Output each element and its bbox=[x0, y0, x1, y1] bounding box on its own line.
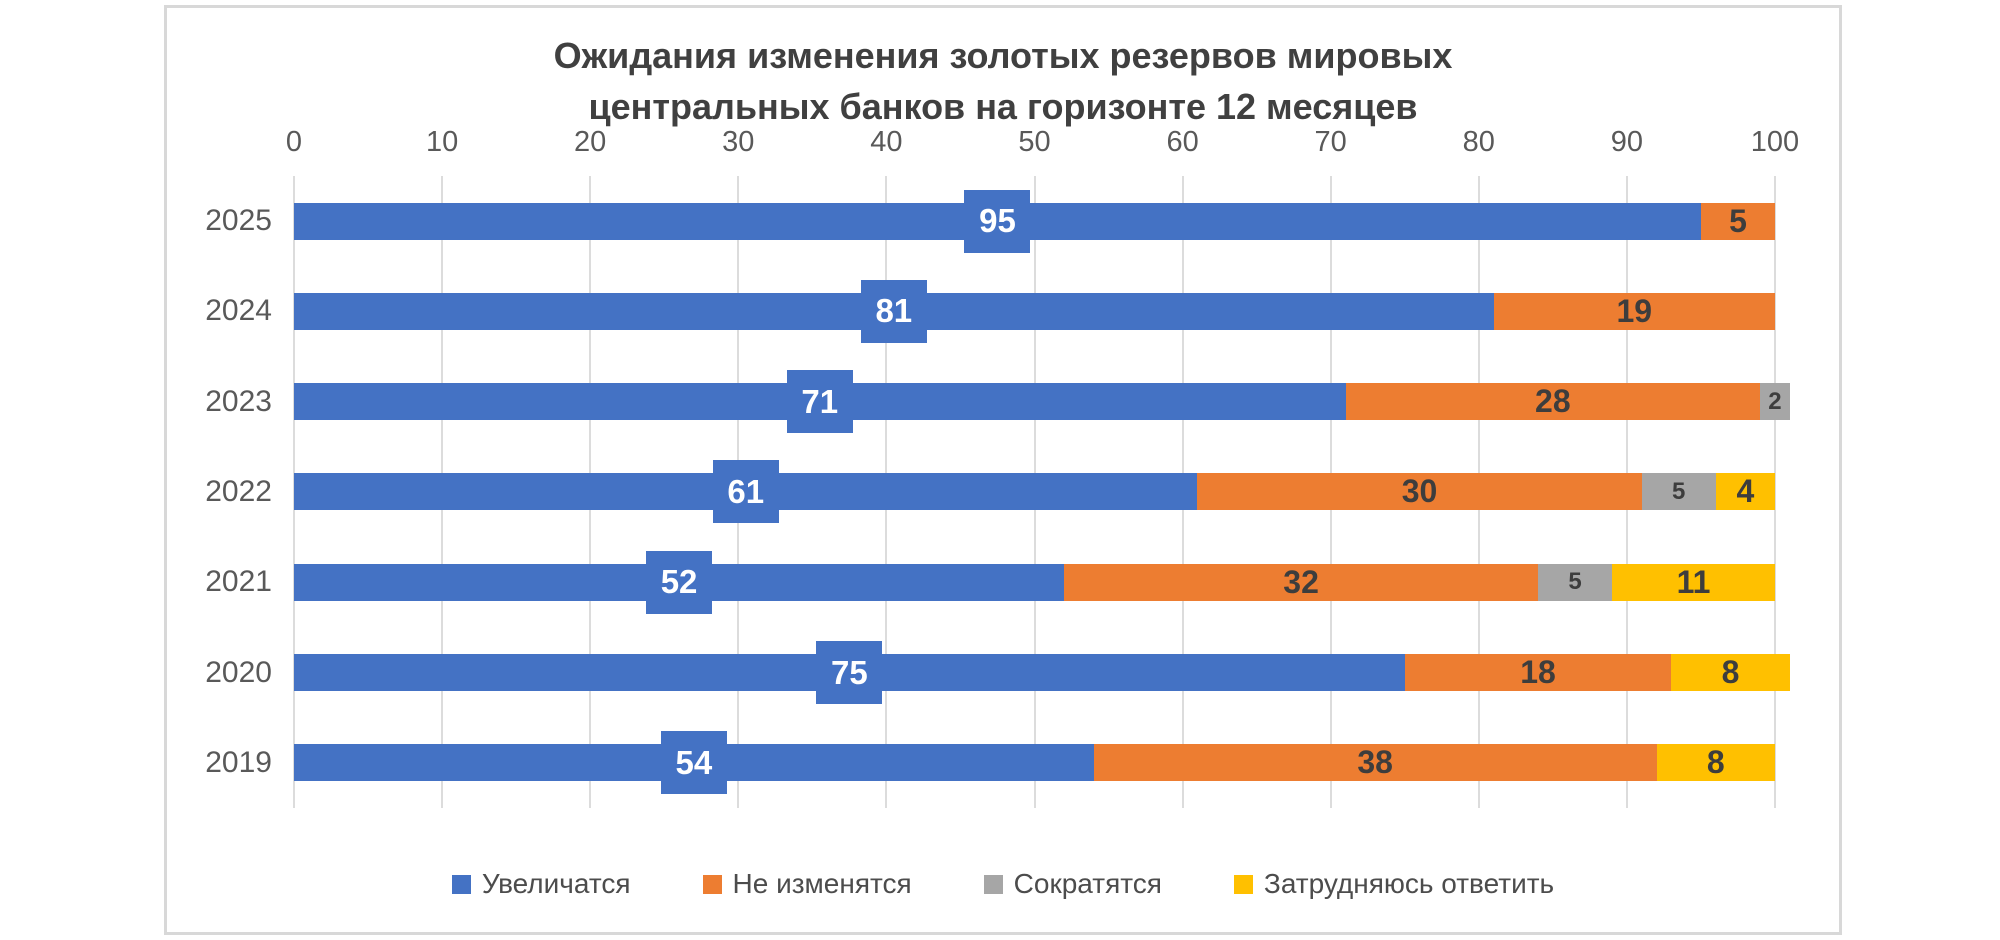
legend-label: Не изменятся bbox=[732, 868, 912, 899]
bar-segment-decrease: 2 bbox=[1760, 383, 1790, 421]
bar-rows: 2025 95 5 2024 81 19 2023 71 28 2 2022 61 30 5 4 2021 52… bbox=[205, 176, 1790, 808]
legend-swatch-icon bbox=[1233, 874, 1253, 894]
year-label: 2019 bbox=[205, 745, 272, 779]
bar-value-label: 18 bbox=[1520, 654, 1556, 691]
bar-segment-increase: 81 bbox=[294, 279, 1494, 343]
bar-value-label: 54 bbox=[660, 731, 727, 795]
bar-segment-increase: 52 bbox=[294, 550, 1065, 614]
bar-segment-decrease: 5 bbox=[1641, 473, 1716, 511]
bar-segment-unchanged: 19 bbox=[1493, 292, 1775, 330]
legend-swatch-icon bbox=[983, 874, 1003, 894]
legend-swatch-icon bbox=[702, 874, 722, 894]
bar-segment-increase: 54 bbox=[294, 731, 1094, 795]
legend-label: Затрудняюсь ответить bbox=[1263, 868, 1555, 899]
bar-value-label: 61 bbox=[712, 460, 779, 524]
year-label: 2020 bbox=[205, 655, 272, 689]
gridline bbox=[1774, 176, 1776, 808]
legend-label: Увеличатся bbox=[481, 868, 631, 899]
legend-item: Увеличатся bbox=[451, 868, 631, 900]
bar-value-label: 32 bbox=[1283, 563, 1319, 600]
bar-segment-increase: 75 bbox=[294, 641, 1405, 705]
x-tick-label: 100 bbox=[1750, 126, 1800, 158]
legend-item: Затрудняюсь ответить bbox=[1233, 868, 1555, 900]
x-tick-label: 90 bbox=[1610, 126, 1644, 158]
chart-card: Ожидания изменения золотых резервов миро… bbox=[164, 5, 1842, 935]
bar-row: 2019 54 38 8 bbox=[205, 731, 1775, 795]
bar-value-label: 71 bbox=[786, 370, 853, 434]
bar-row: 2020 75 18 8 bbox=[205, 641, 1790, 705]
bar-segment-unchanged: 18 bbox=[1404, 654, 1672, 692]
legend: Увеличатся Не изменятся Сократятся Затрудня… bbox=[167, 868, 1839, 900]
year-label: 2023 bbox=[205, 384, 272, 418]
bar-value-label: 38 bbox=[1357, 744, 1393, 781]
bar-segment-increase: 61 bbox=[294, 460, 1198, 524]
bar-segment-unchanged: 28 bbox=[1345, 383, 1761, 421]
bar-value-label: 52 bbox=[646, 550, 713, 614]
bar-segment-increase: 71 bbox=[294, 370, 1346, 434]
bar-value-label: 11 bbox=[1676, 563, 1711, 600]
plot-area: 2025 95 5 2024 81 19 2023 71 28 2 2022 61 30 5 4 2021 52… bbox=[205, 176, 1790, 808]
legend-item: Не изменятся bbox=[702, 868, 912, 900]
x-axis: 0 10 20 30 40 50 60 70 80 90 100 bbox=[286, 126, 1799, 166]
bar-value-label: 28 bbox=[1535, 383, 1571, 420]
bar-value-label: 5 bbox=[1729, 202, 1747, 239]
legend-label: Сократятся bbox=[1013, 868, 1162, 899]
bar-value-label: 30 bbox=[1401, 473, 1438, 510]
chart-title-line-2: центральных банков на горизонте 12 месяц… bbox=[588, 86, 1418, 128]
bar-segment-undecided: 4 bbox=[1715, 473, 1775, 511]
year-label: 2024 bbox=[205, 294, 272, 328]
bar-row: 2023 71 28 2 bbox=[205, 370, 1790, 434]
legend-swatch-icon bbox=[451, 874, 471, 894]
bar-segment-unchanged: 30 bbox=[1197, 473, 1642, 511]
x-tick-label: 40 bbox=[870, 126, 903, 158]
bar-row: 2025 95 5 bbox=[205, 189, 1775, 253]
bar-value-label: 5 bbox=[1672, 477, 1686, 505]
bar-segment-undecided: 8 bbox=[1671, 654, 1790, 692]
bar-value-label: 8 bbox=[1721, 654, 1740, 691]
year-label: 2025 bbox=[205, 204, 272, 238]
x-tick-label: 50 bbox=[1018, 126, 1051, 158]
bar-value-label: 19 bbox=[1616, 292, 1653, 329]
bar-value-label: 8 bbox=[1706, 744, 1725, 781]
bar-value-label: 95 bbox=[964, 189, 1031, 253]
bar-segment-undecided: 8 bbox=[1656, 744, 1775, 782]
x-tick-label: 80 bbox=[1462, 126, 1495, 158]
bar-row: 2024 81 19 bbox=[205, 279, 1775, 343]
x-tick-label: 0 bbox=[285, 126, 303, 158]
x-tick-label: 30 bbox=[722, 126, 755, 158]
bar-row: 2021 52 32 5 11 bbox=[205, 550, 1775, 614]
x-tick-label: 70 bbox=[1314, 126, 1347, 158]
bar-value-label: 2 bbox=[1768, 387, 1782, 415]
x-tick-label: 60 bbox=[1166, 126, 1199, 158]
bar-segment-unchanged: 38 bbox=[1093, 744, 1657, 782]
year-label: 2021 bbox=[205, 565, 272, 599]
x-tick-label: 10 bbox=[425, 126, 459, 158]
bar-row: 2022 61 30 5 4 bbox=[205, 460, 1775, 524]
bar-segment-decrease: 5 bbox=[1538, 563, 1613, 601]
bar-segment-unchanged: 5 bbox=[1700, 202, 1775, 240]
bar-segment-undecided: 11 bbox=[1612, 563, 1775, 601]
chart-title-line-1: Ожидания изменения золотых резервов миро… bbox=[553, 35, 1453, 76]
bar-value-label: 81 bbox=[860, 279, 927, 343]
bar-segment-increase: 95 bbox=[294, 189, 1701, 253]
legend-item: Сократятся bbox=[983, 868, 1162, 900]
bar-value-label: 75 bbox=[816, 641, 883, 705]
bar-segment-unchanged: 32 bbox=[1064, 563, 1539, 601]
chart-title: Ожидания изменения золотых резервов миро… bbox=[167, 30, 1839, 132]
x-tick-label: 20 bbox=[574, 126, 607, 158]
bar-value-label: 4 bbox=[1736, 473, 1755, 510]
year-label: 2022 bbox=[205, 474, 272, 508]
bar-value-label: 5 bbox=[1568, 568, 1582, 596]
